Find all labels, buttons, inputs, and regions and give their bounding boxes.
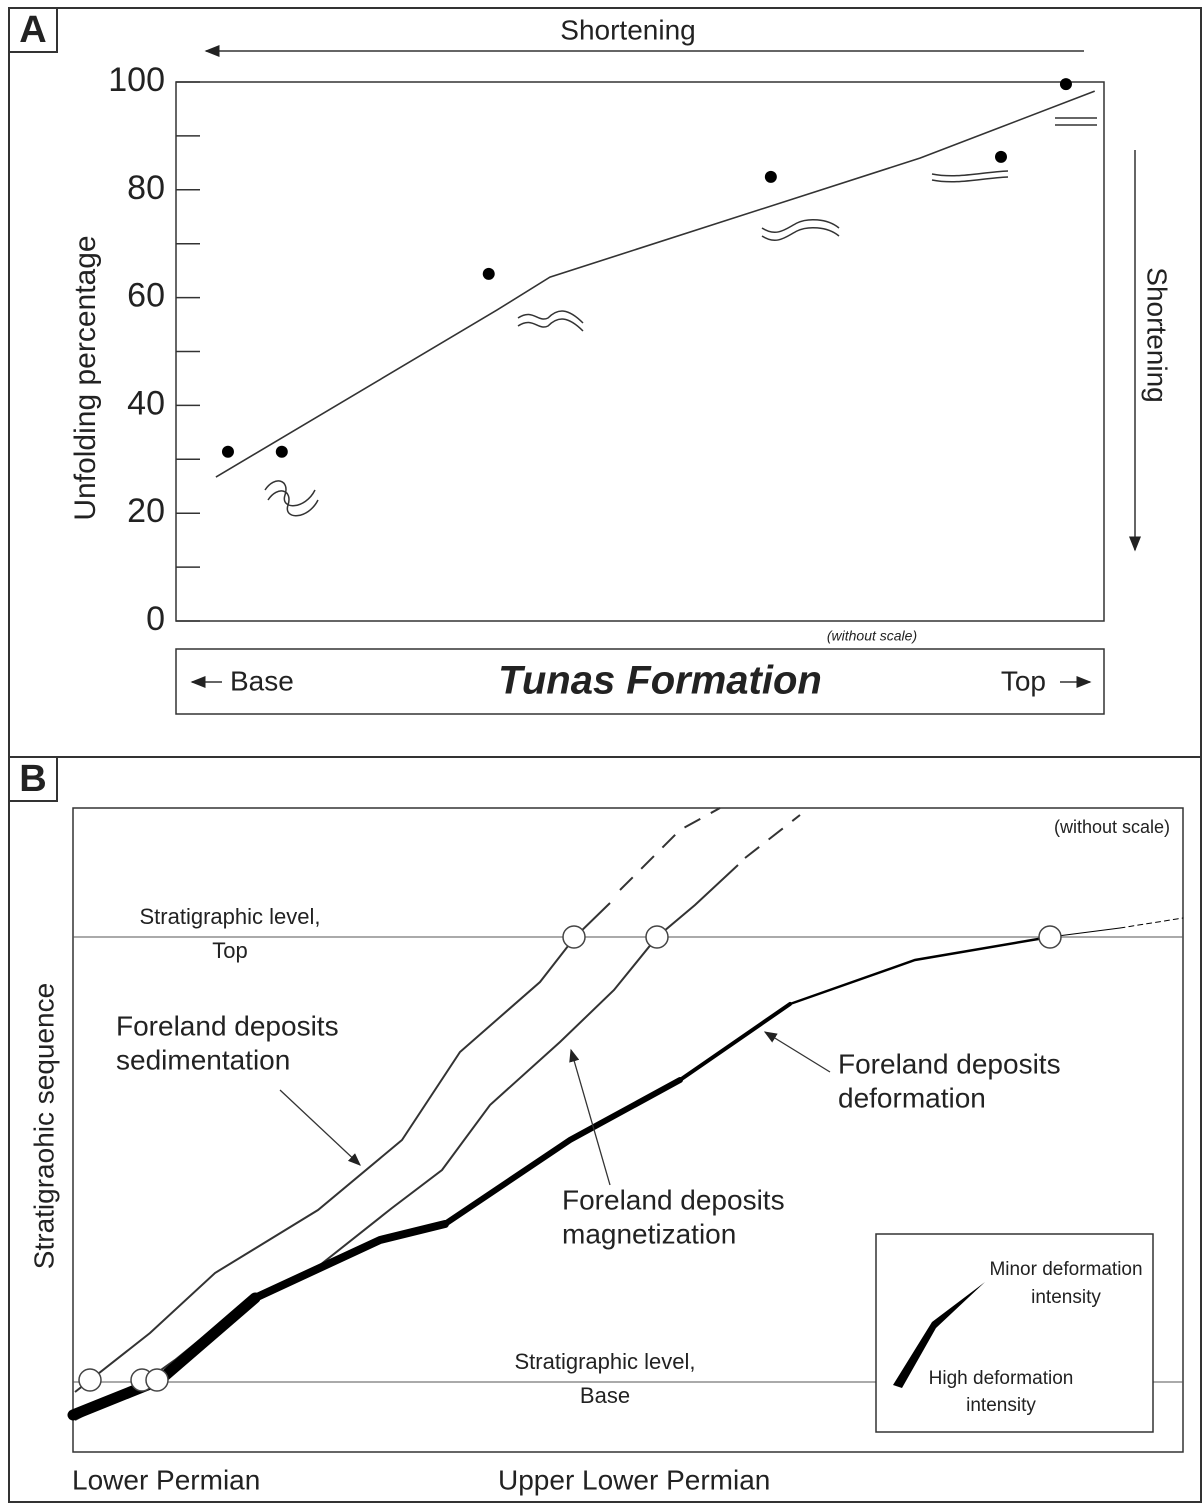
y-tick-label: 60 xyxy=(127,277,165,315)
legend-label: intensity xyxy=(966,1395,1036,1416)
legend xyxy=(875,1233,1154,1433)
data-point xyxy=(482,267,495,280)
sedimentation-line xyxy=(619,807,721,891)
level-label: Base xyxy=(580,1383,630,1408)
data-point xyxy=(764,170,777,183)
deformation-line xyxy=(67,917,1184,1421)
panel-border xyxy=(8,7,1202,758)
arrow xyxy=(569,1048,611,1186)
panel-label-box xyxy=(8,7,58,53)
arrow-label: Shortening xyxy=(560,14,695,45)
legend-line xyxy=(893,1282,985,1388)
sedimentation-line xyxy=(74,902,611,1393)
legend-label: High deformation xyxy=(929,1368,1074,1389)
magnetization-line xyxy=(744,814,801,859)
arrow xyxy=(763,1031,831,1073)
line-label: sedimentation xyxy=(116,1044,290,1075)
trend-line xyxy=(215,90,1096,478)
plot-frame xyxy=(72,807,1184,1453)
x-label: Upper Lower Permian xyxy=(498,1464,770,1495)
x-end-label: Top xyxy=(1001,665,1046,696)
y-tick-label: 0 xyxy=(146,600,165,638)
y-tick-label: 80 xyxy=(127,169,165,207)
note: (without scale) xyxy=(827,628,917,644)
arrow-label: Shortening xyxy=(1142,267,1173,402)
plot-frame xyxy=(175,81,1105,622)
data-point xyxy=(1059,78,1072,91)
x-axis-label: Tunas Formation xyxy=(498,659,822,703)
x-start-label: Base xyxy=(230,665,294,696)
line-label: deformation xyxy=(838,1082,986,1113)
data-point xyxy=(221,445,234,458)
fold-symbols xyxy=(264,117,1097,517)
level-markers xyxy=(78,925,1062,1392)
arrow xyxy=(279,1089,361,1166)
panel-label-box xyxy=(8,756,58,802)
formation-box xyxy=(175,648,1105,715)
data-point xyxy=(994,150,1007,163)
x-label: Lower Permian xyxy=(72,1464,260,1495)
level-label: Stratigraphic level, xyxy=(515,1349,696,1374)
legend-label: Minor deformation xyxy=(989,1259,1142,1280)
panel-label: A xyxy=(19,9,46,51)
y-tick-label: 20 xyxy=(127,492,165,530)
panel-border xyxy=(8,756,1202,1503)
magnetization-line xyxy=(74,864,739,1421)
data-point xyxy=(275,445,288,458)
level-label: Stratigraphic level, xyxy=(140,904,321,929)
legend-label: intensity xyxy=(1031,1287,1101,1308)
note: (without scale) xyxy=(1054,817,1170,837)
level-label: Top xyxy=(212,938,247,963)
line-label: Foreland deposits xyxy=(838,1048,1061,1079)
y-axis-label: Unfolding percentage xyxy=(69,235,102,520)
line-label: magnetization xyxy=(562,1218,736,1249)
line-label: Foreland deposits xyxy=(116,1010,339,1041)
panel-label: B xyxy=(19,758,46,800)
y-axis-label: Stratigraohic sequence xyxy=(28,983,59,1269)
line-label: Foreland deposits xyxy=(562,1184,785,1215)
y-tick-label: 40 xyxy=(127,384,165,422)
y-tick-label: 100 xyxy=(108,61,165,99)
